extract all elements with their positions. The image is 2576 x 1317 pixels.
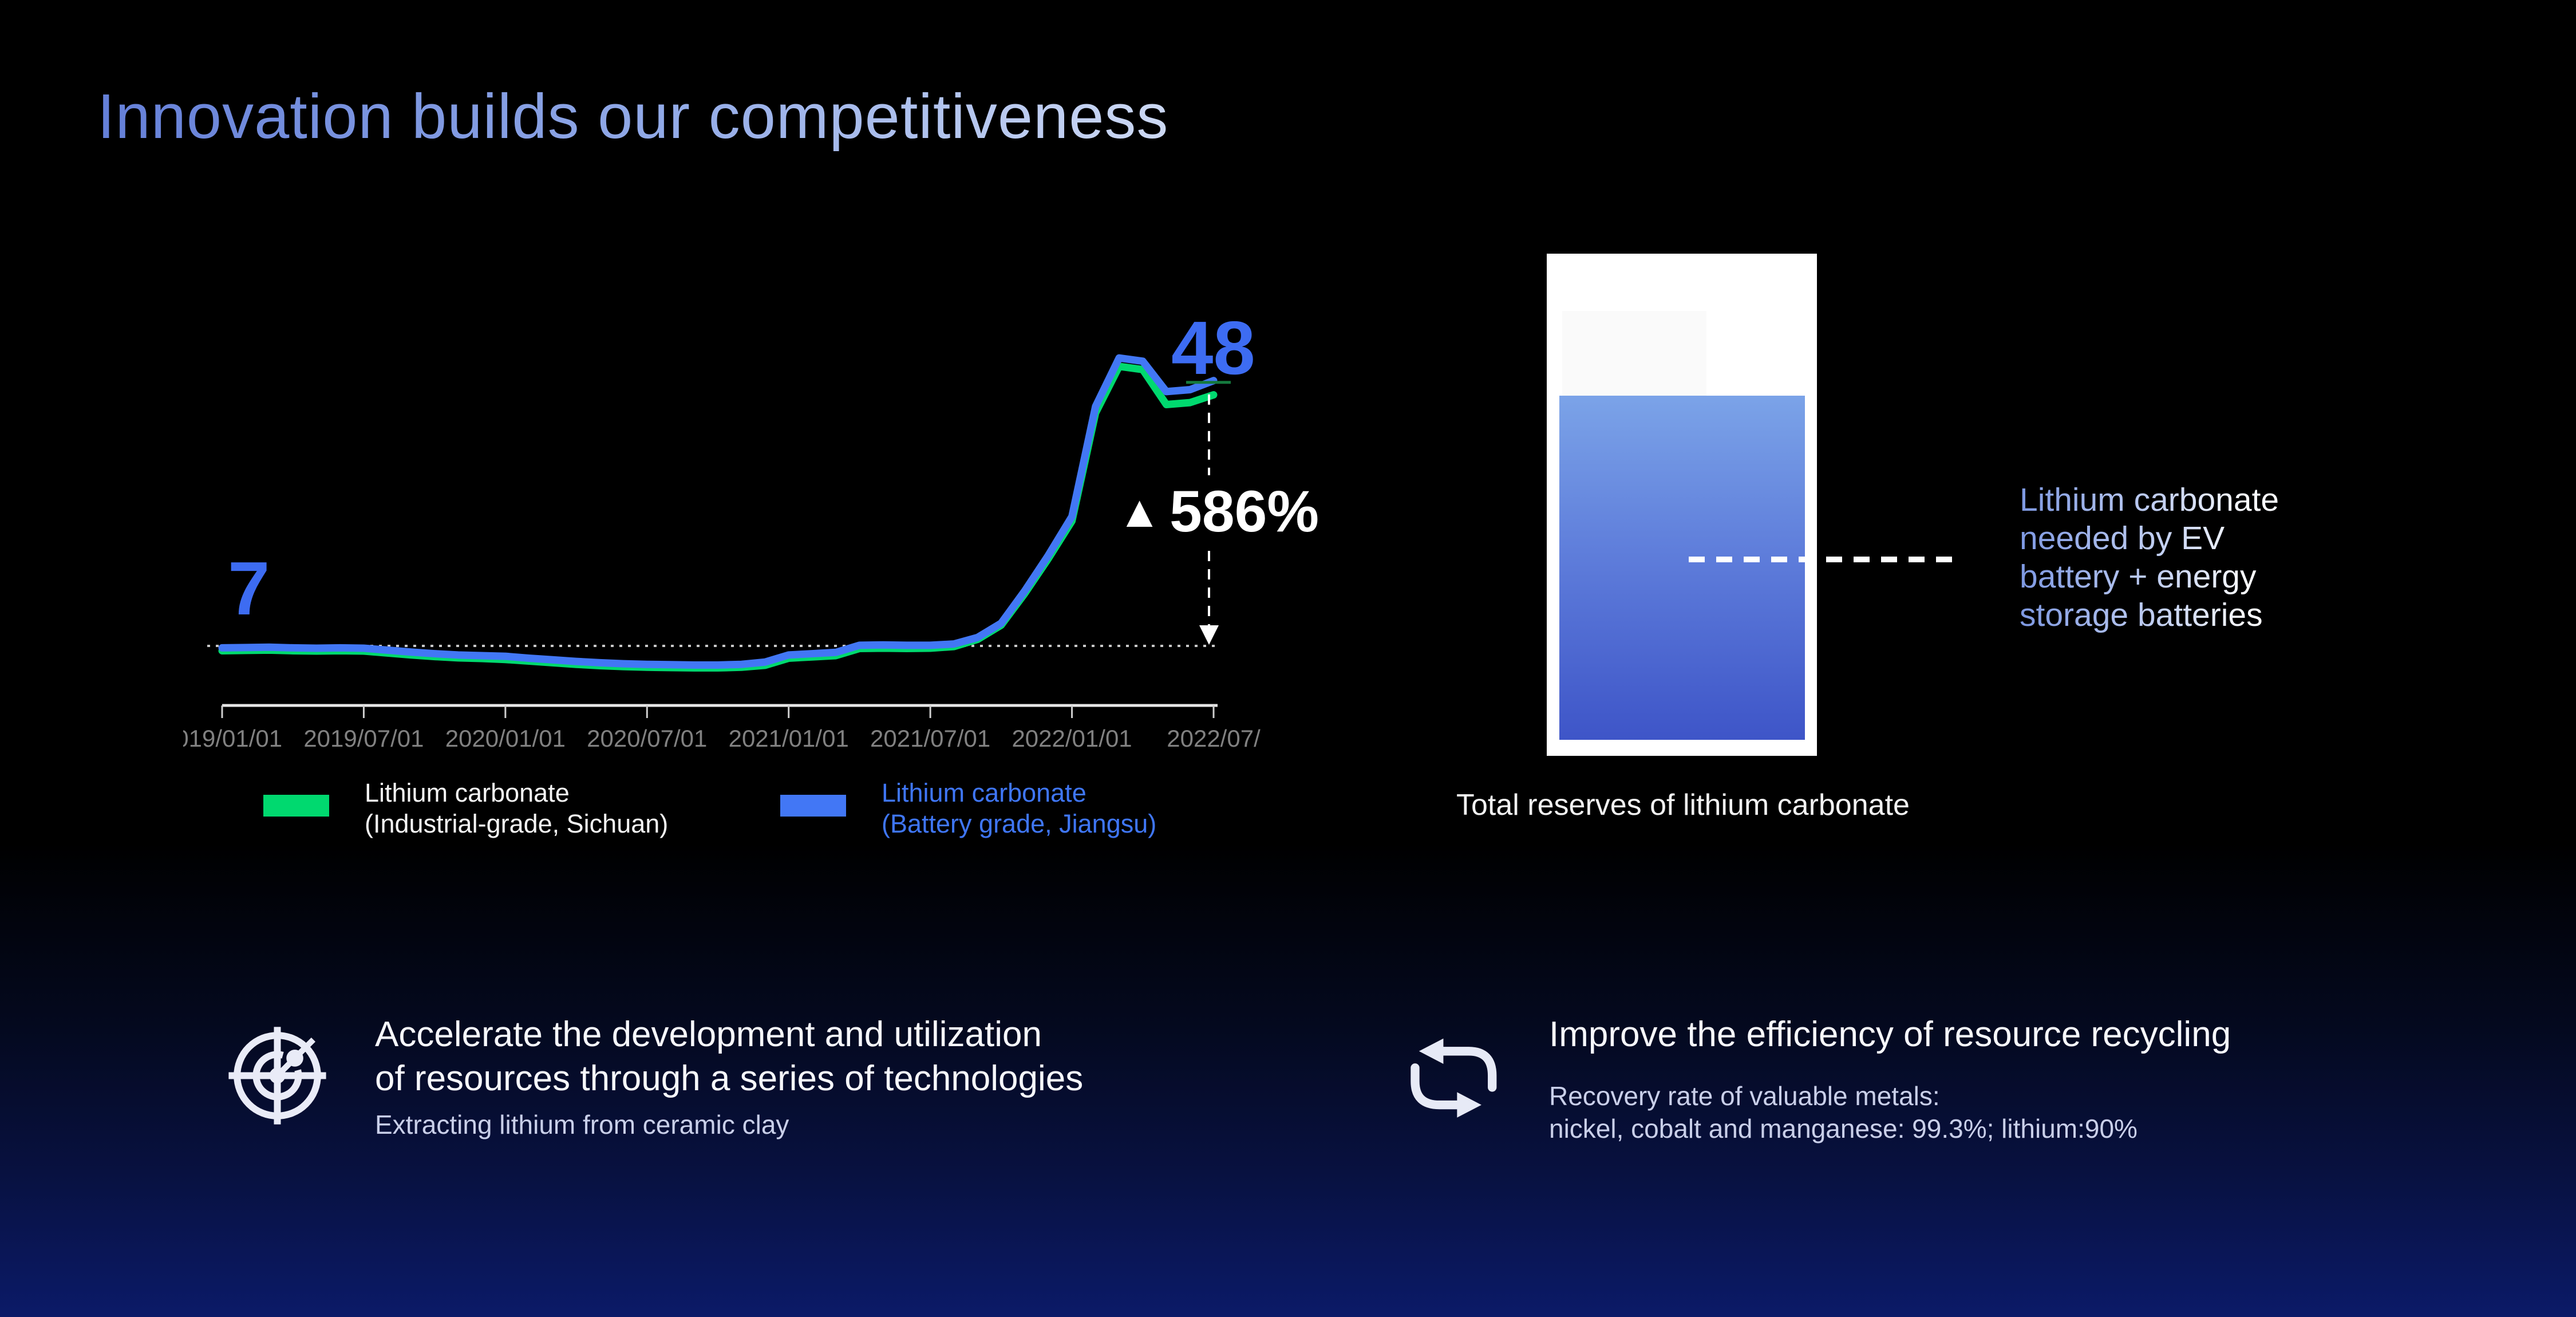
reserves-bar-container xyxy=(1547,254,1817,756)
up-triangle-icon: ▲ xyxy=(1117,486,1162,537)
x-axis-tick-label: 2019/01/01 xyxy=(183,725,282,752)
initiative-1-subtext: Extracting lithium from ceramic clay xyxy=(375,1110,789,1139)
page-title: Innovation builds our competitiveness xyxy=(97,81,1169,152)
reserves-caption: Total reserves of lithium carbonate xyxy=(1456,788,1910,822)
x-axis-tick-label: 2021/01/01 xyxy=(729,725,849,752)
initiative-2-heading: Improve the efficiency of resource recyc… xyxy=(1549,1015,2231,1054)
price-trend-chart: 2019/01/01 2019/07/01 2020/01/01 2020/07/01… xyxy=(183,354,1261,752)
legend-item-industrial-grade: Lithium carbonate (Industrial-grade, Sic… xyxy=(263,778,668,839)
x-axis-tick-label: 2020/07/01 xyxy=(587,725,707,752)
radar-icon xyxy=(228,1027,326,1125)
series-line-1 xyxy=(218,354,1218,669)
chart-end-value-label: 48 xyxy=(1171,306,1255,390)
reserves-note: Lithium carbonate needed by EV battery +… xyxy=(2020,482,2279,633)
legend-swatch-green xyxy=(263,795,329,817)
initiative-2-subtext: Recovery rate of valuable metals: nickel… xyxy=(1549,1081,2138,1143)
series-line-0 xyxy=(218,362,1218,672)
initiative-1-heading: Accelerate the development and utilizati… xyxy=(375,1015,1084,1098)
legend-label: Lithium carbonate (Battery grade, Jiangs… xyxy=(882,778,1157,838)
reserves-bar-fill xyxy=(1559,396,1805,740)
x-axis-tick-label: 2020/01/01 xyxy=(445,725,566,752)
change-arrow-head xyxy=(1199,625,1219,645)
chart-start-value-label: 7 xyxy=(228,546,270,630)
dotted-connector-line xyxy=(1689,557,1962,562)
legend-label: Lithium carbonate (Industrial-grade, Sic… xyxy=(365,778,669,838)
recycle-icon xyxy=(1411,1038,1497,1118)
x-axis-tick-label: 2021/07/01 xyxy=(870,725,990,752)
chart-change-percent: 586% xyxy=(1170,479,1319,544)
legend-swatch-blue xyxy=(780,795,846,817)
legend-item-battery-grade: Lithium carbonate (Battery grade, Jiangs… xyxy=(780,778,1156,839)
x-axis-tick-label: 2022/07/ xyxy=(1167,725,1261,752)
x-axis-tick-label: 2022/01/01 xyxy=(1012,725,1132,752)
x-axis-tick-label: 2019/07/01 xyxy=(303,725,424,752)
chart-change-annotation: ▲ 586% xyxy=(1109,482,1327,541)
